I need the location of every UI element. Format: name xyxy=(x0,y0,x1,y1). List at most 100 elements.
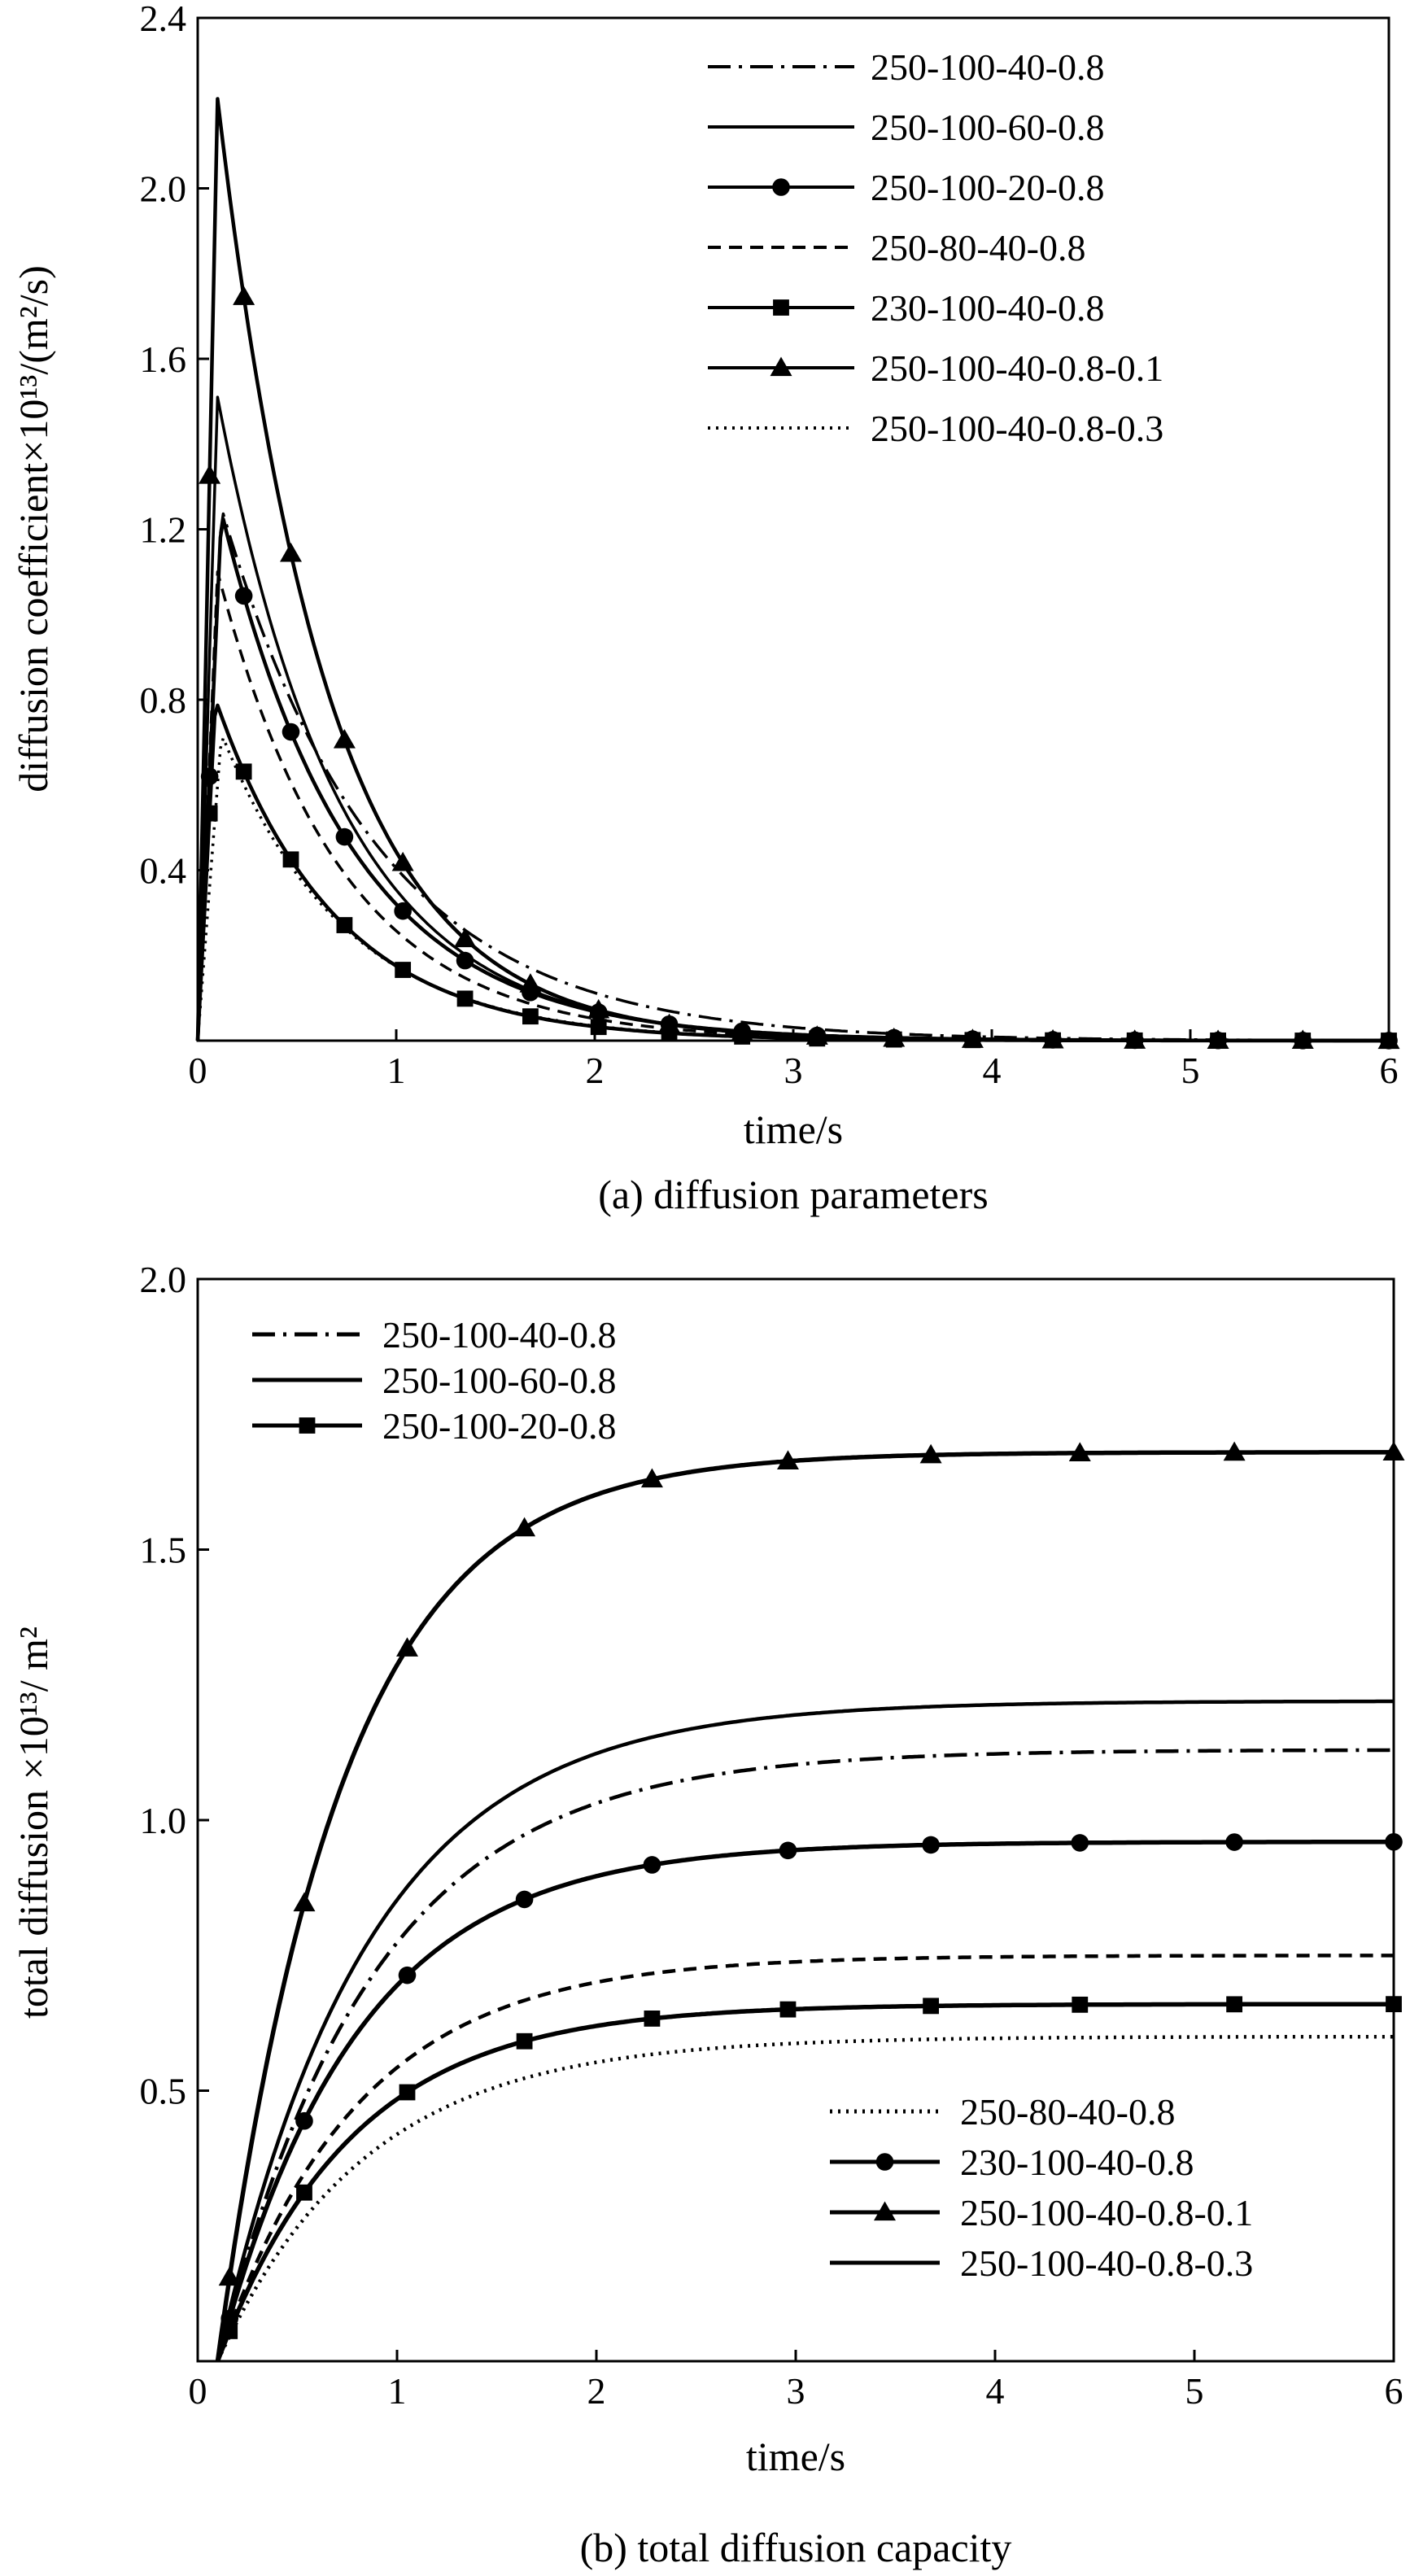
panel-a-x-tick-label: 4 xyxy=(983,1050,1002,1091)
panel-a-y-tick-label: 2.4 xyxy=(140,0,187,39)
legend-label-250-100-40-0.8: 250-100-40-0.8 xyxy=(871,46,1104,88)
series-line-250-100-20-0.8 xyxy=(215,1839,1394,2362)
panel-a-x-tick-label: 1 xyxy=(387,1050,406,1091)
panel-b-x-tick-label: 2 xyxy=(587,2370,606,2412)
series-marker-230-100-40-0.8 xyxy=(201,805,218,822)
panel-b-y-tick-label: 0.5 xyxy=(140,2071,187,2112)
series-marker-250-100-40-0.8-0.1 xyxy=(280,542,303,562)
panel-a-x-tick-label: 2 xyxy=(586,1050,605,1091)
series-marker-230-100-40-0.8 xyxy=(456,990,474,1007)
series-marker-250-100-40-0.8-0.1 xyxy=(233,286,255,305)
series-marker-250-100-40-0.8-0.1 xyxy=(1382,1441,1405,1461)
panel-a-y-tick-label: 1.2 xyxy=(140,509,187,551)
series-marker-250-100-40-0.8-0.1 xyxy=(1207,1029,1229,1049)
series-marker-250-100-20-0.8 xyxy=(1071,1834,1089,1852)
series-marker-250-100-40-0.8-0.1 xyxy=(1041,1028,1064,1049)
series-marker-230-100-40-0.8 xyxy=(644,2011,661,2027)
series-marker-250-100-40-0.8-0.1 xyxy=(513,1517,536,1537)
series-marker-230-100-40-0.8 xyxy=(779,2001,797,2018)
panel-a-legend: 250-100-40-0.8 250-100-60-0.8 250-100-20-0… xyxy=(708,46,1163,449)
legend-label-250-100-40-0.8: 250-100-40-0.8 xyxy=(382,1314,616,1356)
series-marker-250-100-40-0.8-0.1 xyxy=(293,1892,316,1912)
legend-marker-250-100-20-0.8 xyxy=(299,1417,316,1434)
legend-marker-230-100-40-0.8 xyxy=(773,299,789,316)
series-line-250-100-40-0.8-0.3 xyxy=(216,2034,1394,2362)
legend-label-250-100-40-0.8-0.1: 250-100-40-0.8-0.1 xyxy=(960,2192,1253,2233)
series-marker-250-100-40-0.8-0.1 xyxy=(333,728,356,749)
series-marker-250-100-40-0.8-0.1 xyxy=(218,2266,241,2286)
legend-marker-250-100-20-0.8 xyxy=(772,178,790,196)
legend-label-250-80-40-0.8: 250-80-40-0.8 xyxy=(960,2091,1175,2133)
series-marker-250-100-20-0.8 xyxy=(643,1856,661,1874)
series-marker-230-100-40-0.8 xyxy=(522,1008,539,1025)
legend-label-250-100-40-0.8-0.3: 250-100-40-0.8-0.3 xyxy=(871,408,1163,449)
legend-marker-250-100-40-0.8-0.1 xyxy=(770,356,792,377)
series-marker-250-100-20-0.8 xyxy=(779,1841,797,1860)
panel-b-curves xyxy=(215,1441,1405,2362)
panel-b-x-tick-label: 3 xyxy=(787,2370,805,2412)
series-line-250-100-40-0.8 xyxy=(216,1748,1394,2362)
panel-a-curves xyxy=(195,97,1400,1050)
series-line-250-100-40-0.8-0.1 xyxy=(215,1450,1394,2362)
panel-b-x-tick-label: 6 xyxy=(1385,2370,1403,2412)
legend-label-250-100-60-0.8: 250-100-60-0.8 xyxy=(871,107,1104,148)
series-marker-230-100-40-0.8 xyxy=(923,1997,940,2015)
panel-a-x-tick-label: 5 xyxy=(1181,1050,1200,1091)
panel-b-caption: (b) total diffusion capacity xyxy=(580,2525,1012,2570)
series-marker-250-100-20-0.8 xyxy=(234,587,253,605)
legend-marker-230-100-40-0.8 xyxy=(875,2153,894,2171)
panel-b-legend: 250-100-40-0.8250-100-60-0.8250-100-20-0… xyxy=(252,1314,1253,2284)
panel-a-diffusion-parameters: 0 1 2 3 4 5 6 0.4 0.8 1.2 1.6 2.0 2.4 250-100-40-0.8… xyxy=(11,0,1400,1217)
panel-a-caption: (a) diffusion parameters xyxy=(598,1172,988,1217)
series-line-230-100-40-0.8 xyxy=(215,2002,1394,2362)
series-marker-250-100-40-0.8-0.1 xyxy=(805,1025,828,1045)
legend-label-250-100-40-0.8-0.1: 250-100-40-0.8-0.1 xyxy=(871,347,1163,389)
panel-a-x-tick-label: 0 xyxy=(189,1050,207,1091)
series-marker-230-100-40-0.8 xyxy=(221,2323,238,2339)
series-marker-250-100-40-0.8-0.1 xyxy=(883,1027,906,1047)
series-marker-250-100-40-0.8-0.1 xyxy=(454,928,477,948)
series-line-250-100-40-0.8-0.1 xyxy=(195,97,1389,1043)
series-marker-250-100-20-0.8 xyxy=(295,2111,313,2130)
series-marker-230-100-40-0.8 xyxy=(1072,1996,1089,2013)
series-marker-250-100-40-0.8-0.1 xyxy=(919,1443,942,1464)
series-marker-250-100-20-0.8 xyxy=(398,1966,417,1984)
series-marker-230-100-40-0.8 xyxy=(1386,1996,1402,2013)
series-marker-250-100-40-0.8-0.1 xyxy=(396,1637,419,1657)
panel-b-ticks: 0 1 2 3 4 5 6 0.5 1.0 1.5 2.0 xyxy=(140,1259,1403,2412)
series-marker-230-100-40-0.8 xyxy=(516,2032,533,2050)
panel-b-x-tick-label: 0 xyxy=(189,2370,207,2412)
panel-a-y-tick-label: 2.0 xyxy=(140,168,187,210)
legend-label-250-100-20-0.8: 250-100-20-0.8 xyxy=(871,167,1104,208)
panel-b-y-tick-label: 2.0 xyxy=(140,1259,187,1300)
series-marker-250-100-40-0.8-0.1 xyxy=(1291,1029,1314,1050)
series-line-250-80-40-0.8 xyxy=(216,1954,1394,2362)
series-marker-250-100-20-0.8 xyxy=(282,723,300,741)
series-line-230-100-40-0.8 xyxy=(195,703,1389,1043)
series-marker-250-100-40-0.8-0.1 xyxy=(199,465,221,484)
panel-a-ticks: 0 1 2 3 4 5 6 0.4 0.8 1.2 1.6 2.0 2.4 xyxy=(140,0,1399,1091)
series-marker-230-100-40-0.8 xyxy=(296,2184,312,2201)
series-marker-230-100-40-0.8 xyxy=(282,851,299,868)
series-line-250-100-20-0.8 xyxy=(195,517,1389,1043)
legend-label-250-100-60-0.8: 250-100-60-0.8 xyxy=(382,1360,616,1401)
series-marker-250-100-40-0.8-0.1 xyxy=(1068,1442,1091,1461)
panel-a-y-axis-title: diffusion coefficient×10¹³/(m²/s) xyxy=(11,265,56,792)
panel-a-y-tick-label: 1.6 xyxy=(140,338,187,380)
series-marker-250-100-40-0.8-0.1 xyxy=(1377,1029,1400,1050)
panel-a-x-tick-label: 6 xyxy=(1380,1050,1399,1091)
series-marker-250-100-20-0.8 xyxy=(456,951,474,970)
panel-b-x-tick-label: 5 xyxy=(1185,2370,1204,2412)
panel-a-plot-frame xyxy=(196,16,1390,1042)
series-marker-250-100-40-0.8-0.1 xyxy=(587,998,610,1019)
series-marker-230-100-40-0.8 xyxy=(590,1019,607,1036)
panel-b-total-diffusion-capacity: 0 1 2 3 4 5 60.51.01.52.0 250-100-40-0.8250-10… xyxy=(11,1259,1405,2570)
series-marker-250-100-40-0.8-0.1 xyxy=(776,1450,799,1469)
series-marker-250-100-20-0.8 xyxy=(1225,1833,1243,1851)
legend-label-250-100-20-0.8: 250-100-20-0.8 xyxy=(382,1405,616,1447)
series-marker-230-100-40-0.8 xyxy=(1226,1996,1243,2013)
panel-a-y-tick-label: 0.4 xyxy=(140,850,187,892)
series-marker-250-100-40-0.8-0.1 xyxy=(640,1468,663,1488)
series-marker-230-100-40-0.8 xyxy=(399,2084,416,2101)
panel-a-y-tick-label: 0.8 xyxy=(140,679,187,721)
